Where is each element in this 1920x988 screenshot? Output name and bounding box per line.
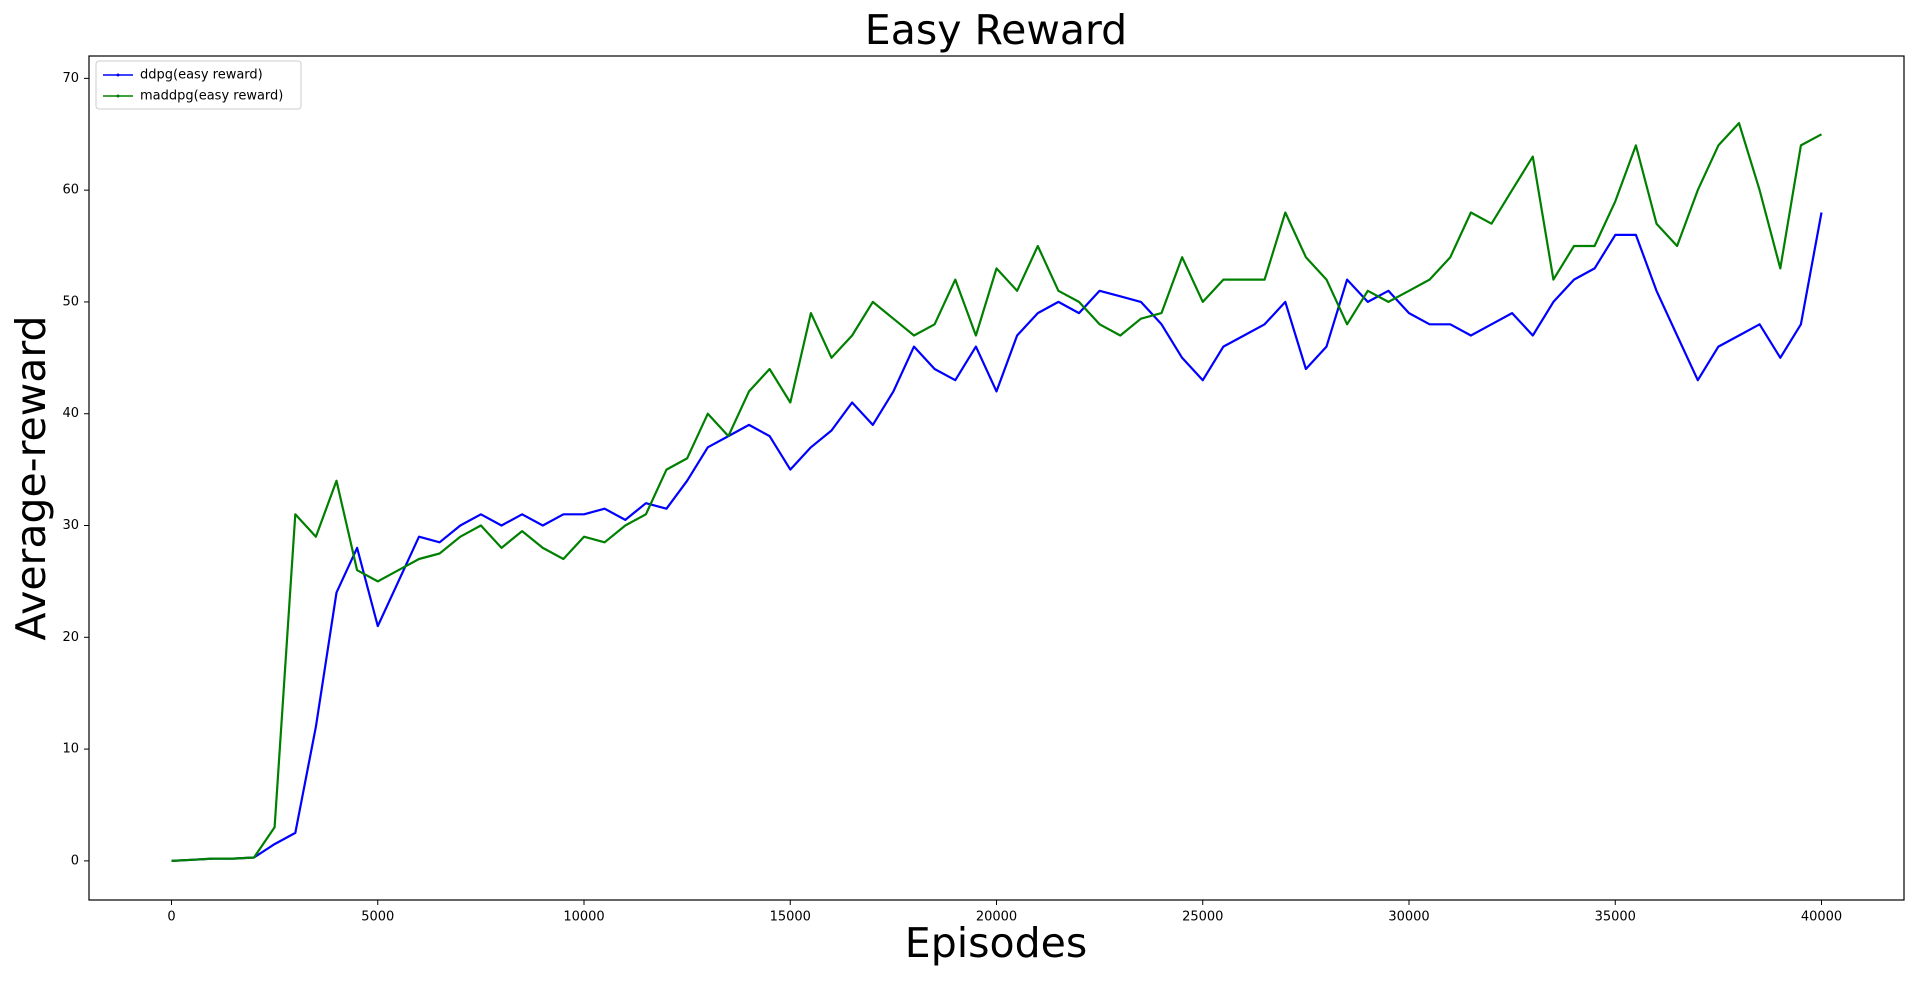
chart-title: Easy Reward xyxy=(865,6,1127,54)
legend-marker xyxy=(116,73,120,77)
legend-marker xyxy=(116,94,120,98)
plot-frame xyxy=(88,55,1905,901)
x-tick-label: 25000 xyxy=(1182,910,1223,925)
y-tick-label: 30 xyxy=(62,518,79,533)
series-line xyxy=(171,122,1823,862)
x-tick-label: 5000 xyxy=(361,910,394,925)
x-tick-label: 35000 xyxy=(1595,910,1636,925)
y-axis-label: Average-reward xyxy=(7,315,55,640)
y-tick-label: 60 xyxy=(62,183,79,198)
x-tick-label: 30000 xyxy=(1388,910,1429,925)
x-axis-label: Episodes xyxy=(905,919,1087,967)
y-tick-label: 70 xyxy=(62,71,79,86)
y-tick-label: 20 xyxy=(62,630,79,645)
x-tick-label: 0 xyxy=(167,910,175,925)
series-line xyxy=(171,212,1823,862)
y-tick-label: 0 xyxy=(71,853,79,868)
y-tick-label: 10 xyxy=(62,742,79,757)
x-tick-label: 40000 xyxy=(1801,910,1842,925)
legend-label: ddpg(easy reward) xyxy=(140,68,263,83)
x-tick-label: 15000 xyxy=(770,910,811,925)
y-tick-label: 50 xyxy=(62,294,79,309)
legend-box xyxy=(95,60,302,110)
legend-label: maddpg(easy reward) xyxy=(140,89,283,104)
x-tick-label: 10000 xyxy=(563,910,604,925)
x-tick-label: 20000 xyxy=(976,910,1017,925)
y-tick-label: 40 xyxy=(62,406,79,421)
